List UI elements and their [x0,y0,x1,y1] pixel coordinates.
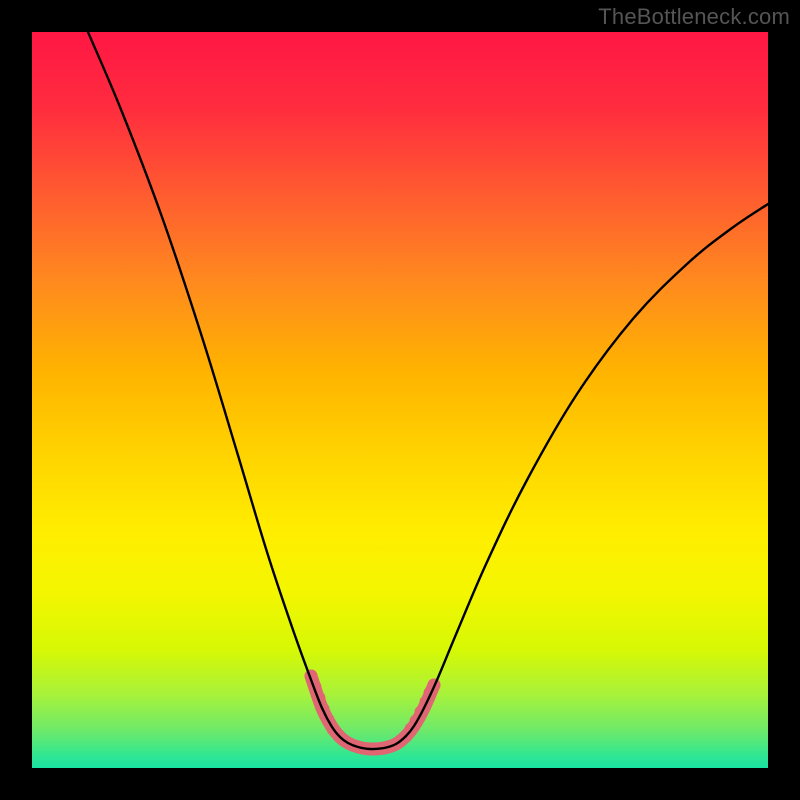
main-curve [88,32,768,749]
curve-layer [32,32,768,768]
figure-root: TheBottleneck.com [0,0,800,800]
highlight-band [305,670,441,750]
watermark-text: TheBottleneck.com [598,4,790,30]
plot-area [32,32,768,768]
